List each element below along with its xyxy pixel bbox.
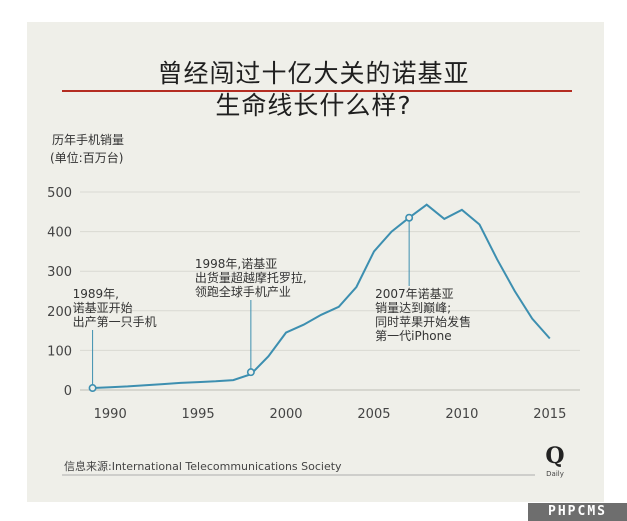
chart-panel (27, 22, 604, 502)
series-line (92, 203, 551, 389)
y-tick-label: 100 (47, 344, 72, 359)
watermark: PHPCMS (528, 503, 627, 521)
x-tick-label: 2010 (445, 407, 478, 422)
x-tick-label: 2005 (357, 407, 390, 422)
annotation-text: 领跑全球手机产业 (195, 284, 291, 299)
source-note: 信息来源:International Telecommunications So… (64, 459, 342, 473)
x-tick-label: 1990 (94, 407, 127, 422)
annotation-text: 同时苹果开始发售 (375, 314, 471, 329)
y-tick-label: 300 (47, 265, 72, 280)
title-divider (62, 90, 572, 92)
x-tick-label: 2000 (269, 407, 302, 422)
logo-mark: Q (545, 443, 564, 469)
y-tick-label: 400 (47, 226, 72, 241)
x-tick-label: 1995 (182, 407, 215, 422)
annotation-text: 2007年诺基亚 (375, 287, 454, 301)
chart-title-line1: 曾经闯过十亿大关的诺基亚 (157, 59, 470, 88)
logo-caption: Daily (546, 470, 564, 478)
y-tick-label: 500 (47, 186, 72, 201)
y-axis-unit: (单位:百万台) (50, 150, 123, 165)
annotation-text: 1989年, (73, 287, 119, 301)
annotation-text: 1998年,诺基亚 (195, 257, 277, 271)
annotation-point (405, 213, 414, 222)
y-tick-label: 200 (47, 305, 72, 320)
y-tick-label: 0 (64, 384, 72, 399)
annotation-text: 第一代iPhone (375, 329, 452, 343)
annotation-point (246, 368, 255, 377)
annotation-text: 诺基亚开始 (73, 301, 133, 315)
y-axis-label: 历年手机销量 (52, 133, 124, 147)
annotation-text: 出货量超越摩托罗拉, (195, 270, 307, 285)
annotation-point (88, 384, 97, 393)
chart-title-line2: 生命线长什么样? (215, 91, 412, 120)
annotation-text: 销量达到巅峰; (375, 301, 451, 315)
chart-title: 曾经闯过十亿大关的诺基亚 生命线长什么样? (0, 58, 627, 122)
x-tick-label: 2015 (533, 407, 566, 422)
annotation-text: 出产第一只手机 (73, 315, 157, 329)
publisher-logo: Q Daily (545, 443, 564, 478)
